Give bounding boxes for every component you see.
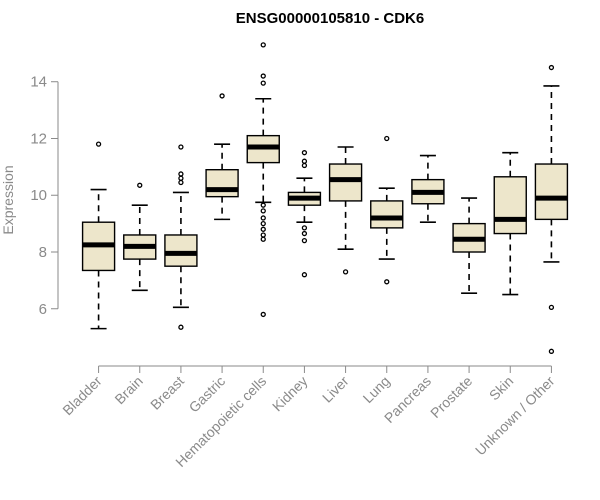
outlier-point <box>178 171 184 177</box>
x-tick-label: Skin <box>486 373 517 404</box>
outlier-point <box>548 304 555 310</box>
y-axis: 6 8 10 12 14 <box>30 74 59 318</box>
box-6 <box>328 146 363 275</box>
outlier-point <box>301 162 308 169</box>
outlier-point <box>260 42 266 48</box>
box-8 <box>411 154 445 224</box>
outlier-point <box>260 232 266 238</box>
box-3 <box>205 93 239 221</box>
x-tick-label: Breast <box>147 373 187 413</box>
outlier-point <box>301 158 308 164</box>
outlier-point <box>178 144 184 150</box>
outlier-point <box>219 93 225 99</box>
box-series <box>81 42 569 354</box>
box-iqr <box>534 163 569 221</box>
outlier-point <box>260 80 266 86</box>
y-tick-label: 12 <box>30 130 47 147</box>
x-tick-label: Kidney <box>269 373 311 415</box>
outlier-point <box>178 179 184 186</box>
box-11 <box>534 64 569 354</box>
outlier-point <box>301 272 308 278</box>
outlier-point <box>260 311 266 318</box>
box-1 <box>123 182 157 292</box>
outlier-point <box>260 202 266 208</box>
outlier-point <box>178 324 184 330</box>
outlier-point <box>384 279 390 285</box>
box-iqr <box>164 234 198 267</box>
outlier-point <box>260 220 266 227</box>
outlier-point <box>301 237 308 244</box>
outlier-point <box>548 348 555 354</box>
box-10 <box>493 151 527 296</box>
outlier-point <box>260 73 266 79</box>
x-tick-label: Liver <box>319 373 352 406</box>
outlier-point <box>301 230 308 237</box>
outlier-point <box>548 64 555 71</box>
outlier-point <box>137 182 143 188</box>
outlier-point <box>260 226 266 232</box>
box-7 <box>370 135 404 285</box>
outlier-point <box>260 215 266 221</box>
y-tick-label: 10 <box>30 187 47 204</box>
chart-title: ENSG00000105810 - CDK6 <box>236 10 424 27</box>
box-5 <box>287 150 322 278</box>
box-4 <box>246 42 280 318</box>
box-iqr <box>328 163 363 202</box>
outlier-point <box>95 141 102 147</box>
x-tick-label: Bladder <box>59 373 105 419</box>
x-tick-label: Prostate <box>427 373 475 421</box>
x-tick-label: Brain <box>111 373 145 407</box>
outlier-point <box>260 236 266 242</box>
outlier-point <box>301 150 308 156</box>
box-iqr <box>370 200 404 229</box>
outlier-point <box>342 269 349 275</box>
box-iqr <box>493 176 527 235</box>
box-0 <box>81 141 116 330</box>
x-tick-label: Lung <box>360 373 393 406</box>
outlier-point <box>178 175 184 181</box>
y-axis-label: Expression <box>0 165 16 234</box>
box-iqr <box>205 169 239 198</box>
outlier-point <box>384 135 390 142</box>
y-tick-label: 6 <box>39 301 47 318</box>
box-9 <box>452 197 486 294</box>
outlier-point <box>301 225 308 231</box>
y-tick-label: 14 <box>30 74 47 91</box>
outlier-point <box>260 208 266 214</box>
box-2 <box>164 144 198 330</box>
y-tick-label: 8 <box>39 244 47 261</box>
